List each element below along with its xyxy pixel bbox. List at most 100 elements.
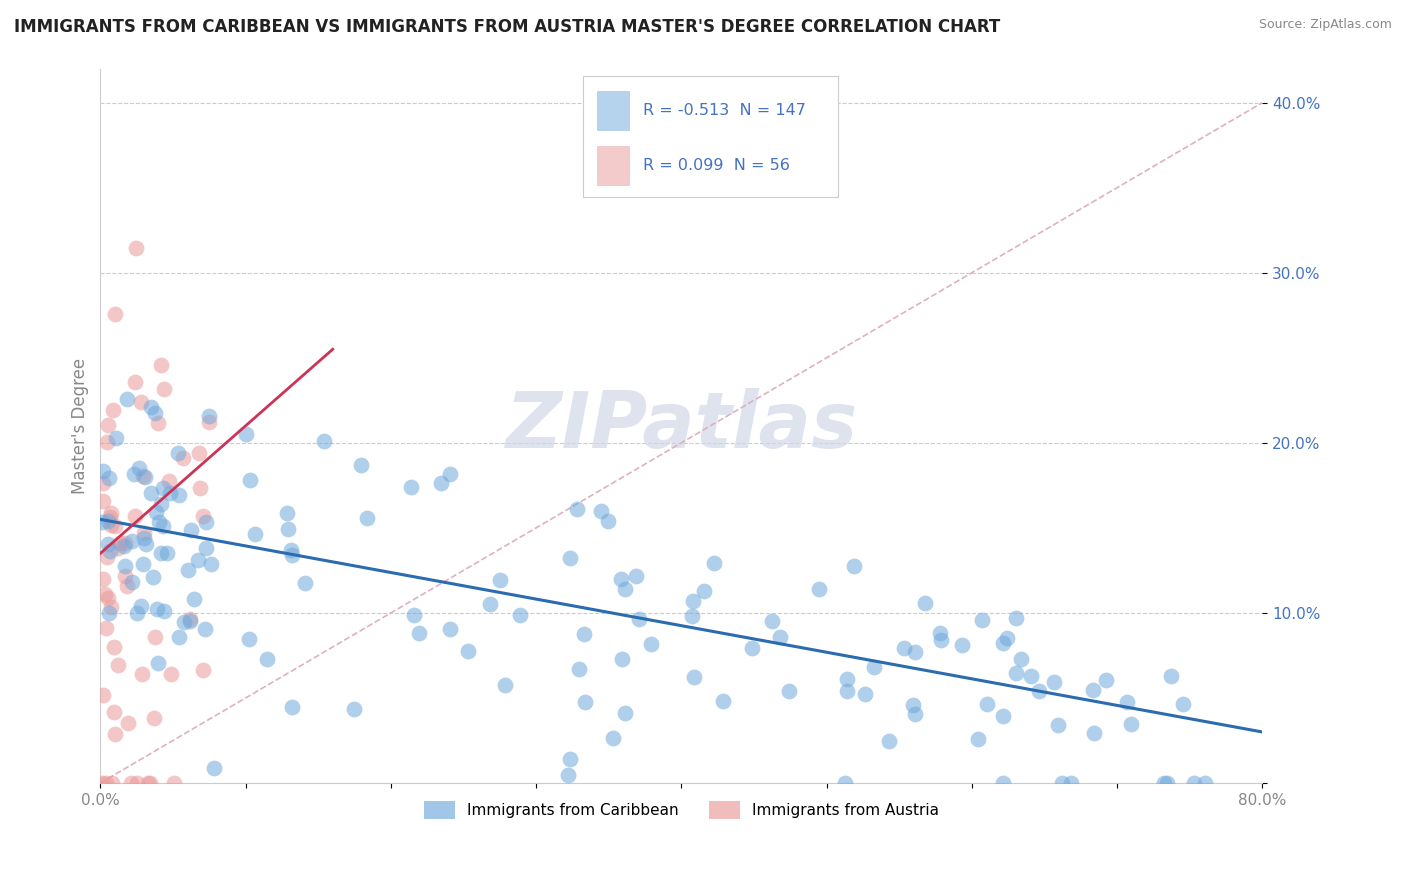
Immigrants from Caribbean xyxy=(893,641,915,656)
Immigrants from Caribbean xyxy=(863,660,886,674)
Immigrants from Caribbean xyxy=(557,768,579,782)
Immigrants from Austria xyxy=(136,776,159,790)
Immigrants from Austria xyxy=(124,242,146,256)
Immigrants from Austria xyxy=(124,508,146,523)
Immigrants from Caribbean xyxy=(568,661,591,675)
Immigrants from Austria xyxy=(191,509,214,524)
Immigrants from Austria xyxy=(131,666,153,681)
Immigrants from Austria xyxy=(132,468,155,483)
Immigrants from Caribbean xyxy=(179,614,201,628)
Immigrants from Caribbean xyxy=(1019,668,1042,682)
Immigrants from Caribbean xyxy=(439,622,461,636)
Immigrants from Austria xyxy=(97,418,120,433)
Immigrants from Caribbean xyxy=(1182,776,1205,790)
Immigrants from Austria xyxy=(129,394,152,409)
Immigrants from Caribbean xyxy=(1116,695,1139,709)
Immigrants from Austria xyxy=(100,776,122,790)
Immigrants from Caribbean xyxy=(991,776,1014,790)
Immigrants from Caribbean xyxy=(169,488,191,502)
FancyBboxPatch shape xyxy=(582,76,838,197)
Immigrants from Caribbean xyxy=(129,599,152,613)
Immigrants from Caribbean xyxy=(628,612,651,626)
Immigrants from Caribbean xyxy=(122,467,145,481)
Immigrants from Caribbean xyxy=(967,732,990,747)
Immigrants from Austria xyxy=(143,711,166,725)
Immigrants from Austria xyxy=(148,416,170,430)
Immigrants from Caribbean xyxy=(683,670,706,684)
Text: R = 0.099  N = 56: R = 0.099 N = 56 xyxy=(643,158,790,173)
Immigrants from Austria xyxy=(150,358,173,372)
Immigrants from Caribbean xyxy=(1153,776,1175,790)
Y-axis label: Master's Degree: Master's Degree xyxy=(72,358,89,494)
Immigrants from Austria xyxy=(179,611,201,625)
Immigrants from Caribbean xyxy=(238,632,260,646)
Immigrants from Caribbean xyxy=(180,523,202,537)
Immigrants from Austria xyxy=(117,715,139,730)
Immigrants from Austria xyxy=(98,509,121,524)
Immigrants from Caribbean xyxy=(149,546,172,560)
Text: ZIPatlas: ZIPatlas xyxy=(505,388,858,464)
Immigrants from Austria xyxy=(97,591,120,606)
Immigrants from Caribbean xyxy=(132,558,155,572)
Immigrants from Austria xyxy=(120,776,142,790)
Immigrants from Austria xyxy=(100,517,122,532)
FancyBboxPatch shape xyxy=(596,91,628,130)
Text: Source: ZipAtlas.com: Source: ZipAtlas.com xyxy=(1258,18,1392,31)
Immigrants from Caribbean xyxy=(624,569,647,583)
Immigrants from Caribbean xyxy=(173,615,195,630)
Immigrants from Caribbean xyxy=(835,684,858,698)
Immigrants from Caribbean xyxy=(125,606,148,620)
Immigrants from Caribbean xyxy=(904,706,927,721)
Immigrants from Caribbean xyxy=(408,625,430,640)
Immigrants from Caribbean xyxy=(114,558,136,573)
Immigrants from Caribbean xyxy=(91,464,114,478)
Immigrants from Caribbean xyxy=(1004,610,1026,624)
Immigrants from Caribbean xyxy=(711,694,734,708)
Immigrants from Caribbean xyxy=(834,776,856,790)
Immigrants from Caribbean xyxy=(146,602,169,616)
Immigrants from Austria xyxy=(96,621,118,635)
Immigrants from Caribbean xyxy=(478,598,501,612)
Immigrants from Caribbean xyxy=(98,607,121,621)
Immigrants from Caribbean xyxy=(993,709,1015,723)
Immigrants from Caribbean xyxy=(761,614,783,628)
Immigrants from Austria xyxy=(100,600,122,615)
Immigrants from Caribbean xyxy=(929,625,952,640)
Immigrants from Caribbean xyxy=(132,531,155,545)
Immigrants from Caribbean xyxy=(613,706,636,720)
Immigrants from Austria xyxy=(104,519,127,533)
Immigrants from Caribbean xyxy=(494,678,516,692)
Immigrants from Caribbean xyxy=(294,576,316,591)
Immigrants from Caribbean xyxy=(159,486,181,500)
Immigrants from Caribbean xyxy=(976,697,998,711)
Immigrants from Caribbean xyxy=(239,473,262,487)
Immigrants from Caribbean xyxy=(1119,717,1142,731)
Immigrants from Caribbean xyxy=(1156,776,1178,790)
Immigrants from Caribbean xyxy=(778,683,800,698)
Immigrants from Caribbean xyxy=(769,630,792,644)
Immigrants from Austria xyxy=(91,476,114,491)
Immigrants from Caribbean xyxy=(314,434,336,449)
Immigrants from Caribbean xyxy=(572,627,595,641)
Immigrants from Caribbean xyxy=(141,485,163,500)
Immigrants from Austria xyxy=(94,587,117,601)
Immigrants from Caribbean xyxy=(1081,682,1104,697)
Immigrants from Caribbean xyxy=(929,632,952,647)
Immigrants from Austria xyxy=(91,493,114,508)
Immigrants from Austria xyxy=(91,572,114,586)
Immigrants from Caribbean xyxy=(128,461,150,475)
Immigrants from Austria xyxy=(103,640,125,654)
Immigrants from Caribbean xyxy=(97,471,120,485)
Immigrants from Caribbean xyxy=(1194,776,1216,790)
Immigrants from Caribbean xyxy=(1043,674,1066,689)
Immigrants from Austria xyxy=(103,402,125,417)
Immigrants from Caribbean xyxy=(256,651,278,665)
Immigrants from Caribbean xyxy=(152,519,174,533)
Immigrants from Austria xyxy=(114,569,136,583)
Legend: Immigrants from Caribbean, Immigrants from Austria: Immigrants from Caribbean, Immigrants fr… xyxy=(418,795,945,825)
Immigrants from Caribbean xyxy=(560,551,582,566)
Immigrants from Caribbean xyxy=(489,574,512,588)
Immigrants from Austria xyxy=(108,535,131,549)
Immigrants from Caribbean xyxy=(197,409,219,423)
Immigrants from Austria xyxy=(96,435,118,450)
